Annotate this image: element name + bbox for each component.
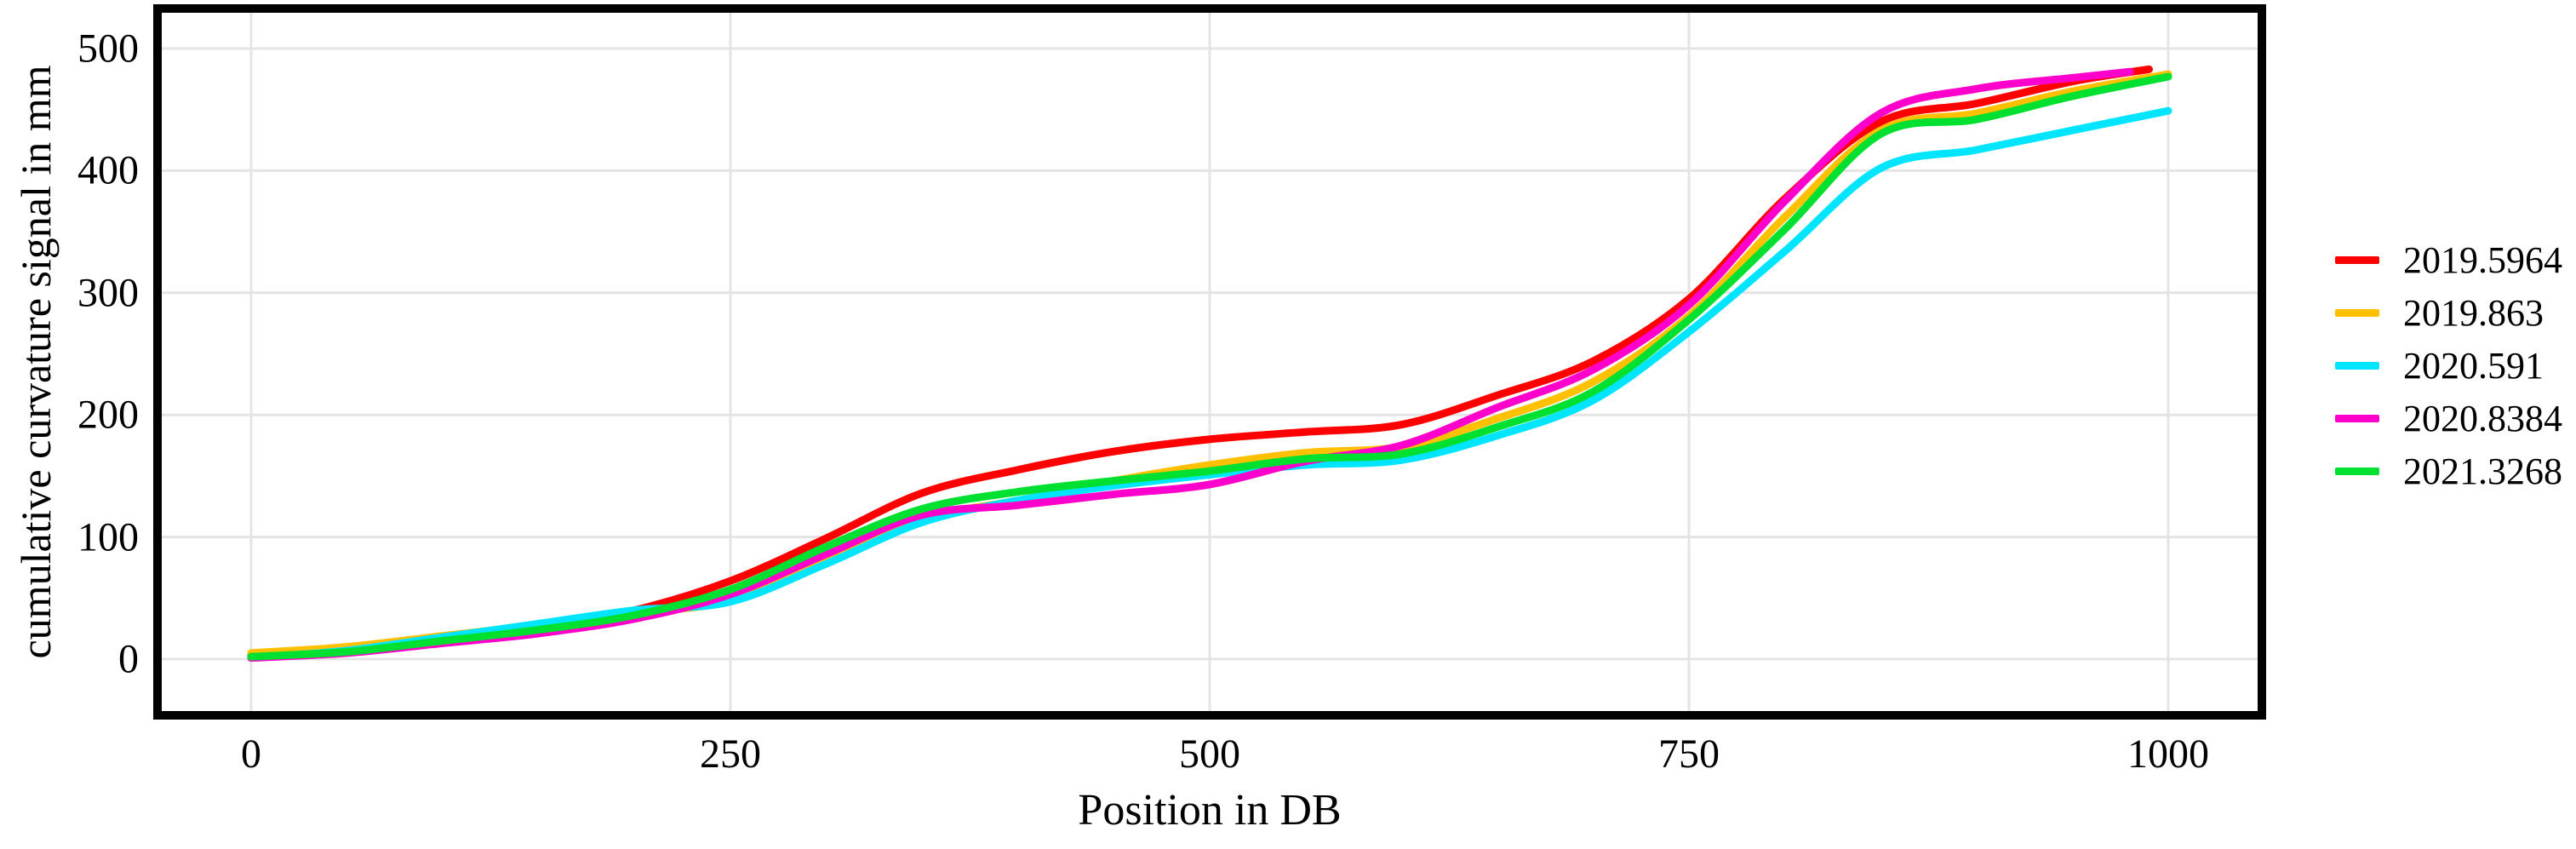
legend-item: 2019.5964 — [2335, 233, 2562, 286]
series-line-2019.5964 — [247, 65, 2153, 660]
x-tick-label: 750 — [1658, 731, 1720, 777]
y-tick-label: 300 — [77, 270, 139, 316]
legend-item: 2020.591 — [2335, 339, 2562, 392]
series-line-2021.3268 — [247, 72, 2172, 661]
legend-swatch-icon — [2335, 414, 2379, 422]
legend-label: 2020.591 — [2403, 344, 2544, 387]
legend-item: 2019.863 — [2335, 286, 2562, 339]
legend-swatch-icon — [2335, 467, 2379, 475]
y-axis-title-text: cumulative curvature signal in mm — [12, 65, 60, 659]
x-tick-label: 1000 — [2127, 731, 2209, 777]
y-tick-label: 200 — [77, 392, 139, 438]
legend: 2019.5964 2019.863 2020.591 2020.8384 2021.3… — [2335, 233, 2562, 497]
y-tick-label: 400 — [77, 147, 139, 193]
x-tick-label: 500 — [1179, 731, 1240, 777]
y-tick-label: 100 — [77, 514, 139, 560]
legend-swatch-icon — [2335, 255, 2379, 264]
legend-label: 2019.863 — [2403, 291, 2544, 334]
y-tick-label: 0 — [118, 636, 139, 682]
legend-label: 2019.5964 — [2403, 238, 2562, 281]
legend-swatch-icon — [2335, 361, 2379, 370]
legend-item: 2020.8384 — [2335, 392, 2562, 445]
x-tick-label: 250 — [700, 731, 761, 777]
y-tick-label: 500 — [77, 26, 139, 72]
plot-border — [153, 4, 2266, 720]
x-tick-label: 0 — [241, 731, 261, 777]
x-axis-title: Position in DB — [1078, 786, 1342, 835]
legend-swatch-icon — [2335, 308, 2379, 317]
legend-label: 2020.8384 — [2403, 397, 2562, 439]
legend-label: 2021.3268 — [2403, 450, 2562, 492]
legend-item: 2021.3268 — [2335, 445, 2562, 497]
